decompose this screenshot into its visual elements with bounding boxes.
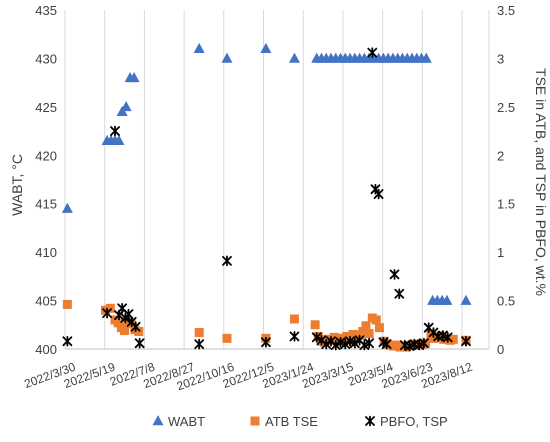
pbfo-tsp-point xyxy=(461,335,471,347)
legend-item: PBFO, TSP xyxy=(365,414,448,429)
wabt-point xyxy=(120,101,132,112)
atb-tse-point xyxy=(361,321,371,331)
wabt-point xyxy=(61,202,73,213)
legend-triangle-icon xyxy=(152,415,164,426)
atb-tse-point xyxy=(358,327,368,337)
y-right-tick-label: 1.5 xyxy=(497,197,515,212)
y-left-axis-title: WABT, °C xyxy=(9,154,25,216)
legend-label: PBFO, TSP xyxy=(380,414,448,429)
grid-layer xyxy=(64,10,490,349)
pbfo-tsp-point xyxy=(359,339,370,351)
pbfo-tsp-point xyxy=(222,255,232,267)
pbfo-tsp-point xyxy=(389,269,400,280)
atb-tse-point xyxy=(448,334,458,344)
y-left-tick-label: 400 xyxy=(35,342,57,357)
atb-tse-point xyxy=(371,315,381,325)
pbfo-tsp-point xyxy=(102,307,112,319)
legend-label: ATB TSE xyxy=(265,414,318,429)
y-right-tick-label: 3.5 xyxy=(497,3,515,18)
y-right-tick-label: 3 xyxy=(497,51,504,66)
legend-item: WABT xyxy=(152,414,205,429)
series-pbfo-tsp xyxy=(62,47,471,352)
pbfo-tsp-point xyxy=(349,337,360,349)
legend-star-icon xyxy=(365,415,375,427)
wabt-point xyxy=(113,134,125,146)
atb-tse-point xyxy=(62,299,72,309)
pbfo-tsp-point xyxy=(62,335,73,347)
pbfo-tsp-point xyxy=(130,321,141,333)
legend: WABT ATB TSE PBFO, TSP xyxy=(152,414,448,429)
pbfo-tsp-point xyxy=(367,47,378,58)
pbfo-tsp-point xyxy=(364,337,375,349)
wabt-point xyxy=(260,42,272,54)
wabt-point xyxy=(128,71,140,83)
pbfo-tsp-point xyxy=(442,332,453,343)
pbfo-tsp-point xyxy=(260,336,271,348)
pbfo-tsp-point xyxy=(345,335,355,347)
atb-tse-point xyxy=(113,318,123,328)
wabt-point xyxy=(460,294,472,305)
atb-tse-point xyxy=(374,323,384,333)
y-right-tick-label: 2 xyxy=(497,148,504,163)
pbfo-tsp-point xyxy=(404,340,415,352)
y-left-tick-label: 420 xyxy=(35,148,57,163)
wabt-point xyxy=(193,42,205,54)
legend-item: ATB TSE xyxy=(250,414,318,429)
pbfo-tsp-point xyxy=(194,338,205,350)
pbfo-tsp-point xyxy=(373,188,384,200)
atb-tse-point xyxy=(120,326,130,336)
pbfo-tsp-point xyxy=(438,330,448,341)
y-left-tick-label: 415 xyxy=(35,197,57,212)
series-wabt xyxy=(61,42,472,305)
wabt-point xyxy=(288,52,300,63)
pbfo-tsp-point xyxy=(289,331,300,342)
pbfo-tsp-point xyxy=(321,338,332,350)
atb-tse-point xyxy=(222,333,232,343)
pbfo-tsp-point xyxy=(340,338,351,350)
legend-label: WABT xyxy=(168,414,205,429)
legend-square-icon xyxy=(250,416,260,426)
pbfo-tsp-point xyxy=(418,337,429,349)
y-right-tick-label: 2.5 xyxy=(497,100,515,115)
pbfo-tsp-point xyxy=(134,337,145,349)
atb-tse-point xyxy=(100,305,110,315)
y-right-tick-label: 1 xyxy=(497,245,504,260)
y-left-tick-label: 430 xyxy=(35,51,57,66)
atb-tse-point xyxy=(134,327,144,337)
y-left-tick-label: 425 xyxy=(35,100,57,115)
y-right-tick-label: 0.5 xyxy=(497,294,515,309)
wabt-point xyxy=(420,52,432,63)
pbfo-tsp-point xyxy=(110,125,120,137)
marks-layer xyxy=(61,42,472,352)
atb-tse-point xyxy=(289,314,299,324)
wabt-point xyxy=(221,52,233,63)
y-left-tick-label: 435 xyxy=(35,3,57,18)
y-right-tick-label: 0 xyxy=(497,342,504,357)
y-left-tick-label: 405 xyxy=(35,294,57,309)
pbfo-tsp-point xyxy=(414,339,425,351)
pbfo-tsp-point xyxy=(394,288,405,300)
wabt-point xyxy=(441,294,453,305)
pbfo-tsp-point xyxy=(335,336,346,348)
y-left-tick-label: 410 xyxy=(35,245,57,260)
atb-tse-point xyxy=(105,303,115,313)
pbfo-tsp-point xyxy=(381,338,392,350)
pbfo-tsp-point xyxy=(330,339,341,351)
atb-tse-point xyxy=(194,328,204,338)
atb-tse-point xyxy=(310,320,320,330)
atb-tse-point xyxy=(364,329,374,339)
y-right-axis-title: TSE in ATB, and TSP in PBFO, wt.% xyxy=(533,68,549,296)
atb-tse-point xyxy=(420,338,430,348)
pbfo-tsp-point xyxy=(311,332,322,343)
